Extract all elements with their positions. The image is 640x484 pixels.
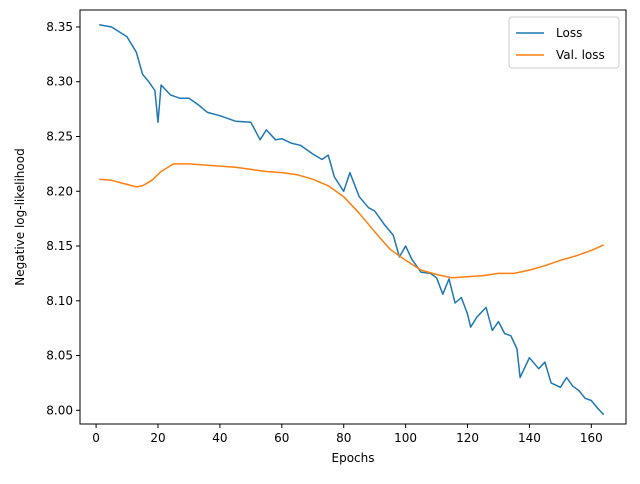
axes-frame [79,9,627,425]
y-ticks: 8.00 8.05 8.10 8.15 8.20 8.25 8.30 8.35 [46,20,80,417]
x-tick-label: 80 [336,431,351,445]
loss-series-line [99,24,605,416]
x-tick-label: 20 [150,431,165,445]
x-tick-label: 140 [518,431,541,445]
val-loss-series-line [99,163,605,279]
y-tick-label: 8.20 [46,184,73,198]
y-tick-label: 8.00 [46,403,73,417]
x-tick-label: 40 [212,431,227,445]
x-tick-label: 0 [92,431,100,445]
y-tick-label: 8.10 [46,294,73,308]
x-axis-label: Epochs [332,451,375,465]
x-tick-label: 120 [456,431,479,445]
legend-val-loss-label: Val. loss [556,48,605,62]
x-tick-label: 60 [274,431,289,445]
y-axis-label: Negative log-likelihood [13,148,27,285]
plot-area [80,10,626,424]
y-tick-label: 8.05 [46,349,73,363]
series-layer [99,24,605,416]
legend-loss-label: Loss [556,26,582,40]
x-tick-label: 160 [580,431,603,445]
x-ticks: 0 20 40 60 80 100 120 140 160 [92,424,603,445]
y-tick-label: 8.25 [46,130,73,144]
x-tick-label: 100 [394,431,417,445]
y-tick-label: 8.30 [46,75,73,89]
y-tick-label: 8.15 [46,239,73,253]
y-tick-label: 8.35 [46,20,73,34]
legend: Loss Val. loss [508,16,620,69]
